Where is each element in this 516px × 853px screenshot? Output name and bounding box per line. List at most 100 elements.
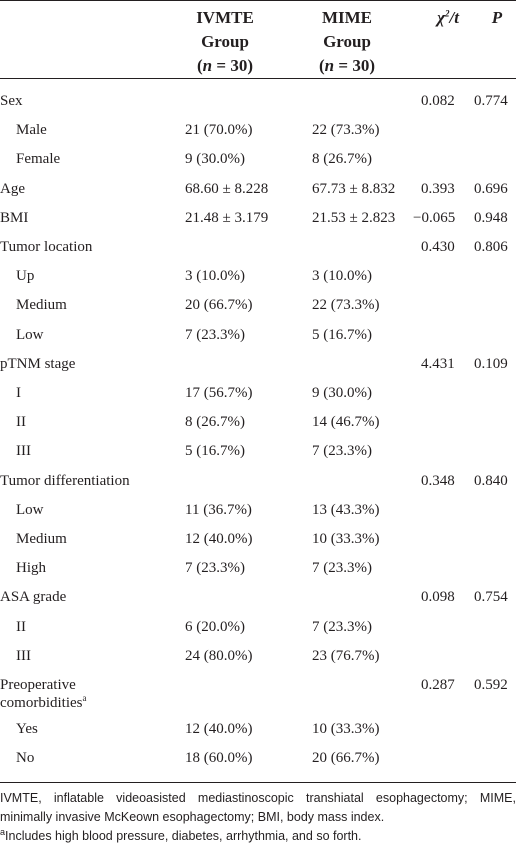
column-header: IVMTE Group (n = 30) [170,6,280,78]
cell: 7 (23.3%) [312,443,372,460]
cell: 10 (33.3%) [312,531,380,547]
header-part: n [324,56,335,75]
row-label: Male [16,121,166,139]
cell: 0.109 [474,355,508,372]
row-label-text: Tumor location [0,239,93,255]
cell: 0.348 [421,472,455,489]
cell: 13 (43.3%) [312,501,380,518]
row-label-text: Low [16,326,44,343]
row-label-text: Male [16,122,47,139]
rule-line [0,782,516,783]
header-line: MIME [321,8,373,27]
row-label: Tumor differentiation [0,472,150,490]
row-label-text: Age [0,180,25,197]
header-line: (n = 30) [292,54,402,78]
cell: −0.065 [413,209,456,226]
row-label-text: II [16,414,26,431]
cell: 7 (23.3%) [312,618,372,635]
row-label: Tumor location [0,238,150,256]
cell: 22 (73.3%) [312,122,380,139]
cell: 0.696 [474,180,508,197]
rule-line [0,78,516,79]
row-label: Age [0,180,150,198]
row-label: Up [16,267,166,285]
cell: 7 (23.3%) [185,326,245,343]
row-label-text: Yes [16,721,38,738]
footnote-mark: a [0,826,6,837]
cell: 67.73 ± 8.832 [312,180,396,197]
rule-line [0,0,516,1]
row-label-text: III [16,443,31,460]
cell: 4.431 [421,355,455,372]
cell: 8 (26.7%) [185,414,245,431]
row-label-text: Tumor differentiation [0,472,130,489]
cell: 14 (46.7%) [312,414,380,431]
row-label: Low [16,501,166,519]
row-label-text: No [16,750,35,767]
cell: 17 (56.7%) [185,385,253,401]
row-label-text: II [16,618,26,635]
cell: 20 (66.7%) [312,750,380,767]
header-line: Group [201,32,249,51]
cell: 3 (10.0%) [185,268,245,285]
cell: 12 (40.0%) [185,531,253,547]
cell: 68.60 ± 8.228 [185,180,269,197]
cell: 20 (66.7%) [185,297,253,314]
row-label-text: Preoperative comorbidities [0,677,83,711]
row-label-text: BMI [0,209,29,226]
header-part: ( [197,56,203,75]
cell: 0.948 [474,209,508,226]
cell: 0.082 [421,93,455,109]
cell: 9 (30.0%) [312,385,372,401]
row-label: III [16,647,166,665]
header-line: Group [323,32,371,51]
cell: 5 (16.7%) [185,443,245,460]
header-part: 2 [444,8,450,19]
header-part: /t [449,8,459,27]
cell: 3 (10.0%) [312,268,372,285]
row-label: ASA grade [0,588,150,606]
cell: 8 (26.7%) [312,151,372,168]
cell: 6 (20.0%) [185,618,245,635]
row-label: BMI [0,209,150,227]
cell: 0.430 [421,239,455,255]
row-label: II [16,618,166,636]
cell: 18 (60.0%) [185,750,253,767]
header-line: (n = 30) [170,54,280,78]
row-label-text: Medium [16,297,67,314]
header-part: χ [437,8,445,27]
cell: 0.393 [421,180,455,197]
footnote: aIncludes high blood pressure, diabetes,… [0,827,516,846]
row-label: Female [16,150,166,168]
row-label: I [16,384,166,402]
row-label: Low [16,326,166,344]
cell: 0.754 [474,589,508,606]
row-label: II [16,413,166,431]
row-label-text: ASA grade [0,589,67,606]
row-label: High [16,559,166,577]
row-label: Medium [16,530,166,548]
cell: 23 (76.7%) [312,647,380,664]
cell: 12 (40.0%) [185,721,253,738]
row-label: pTNM stage [0,355,150,373]
footnote-mark: a [82,693,87,703]
row-label: Yes [16,720,166,738]
cell: 21 (70.0%) [185,122,253,139]
row-label-text: Low [16,501,44,518]
row-label: III [16,442,166,460]
cell: 21.48 ± 3.179 [185,209,269,226]
row-label-text: III [16,647,31,664]
row-label-text: pTNM stage [0,355,76,372]
row-label: Preoperative comorbiditiesa [0,676,150,712]
footnote-text: Includes high blood pressure, diabetes, … [5,829,362,843]
column-header: P [491,8,503,27]
row-label-text: Sex [0,93,23,109]
header-part: n [202,56,213,75]
cell: 7 (23.3%) [185,560,245,577]
cell: 10 (33.3%) [312,721,380,738]
header-part: ( [319,56,325,75]
row-label: Medium [16,296,166,314]
footnote: IVMTE, inflatable videoasisted mediastin… [0,791,516,824]
row-label-text: Up [16,268,35,285]
